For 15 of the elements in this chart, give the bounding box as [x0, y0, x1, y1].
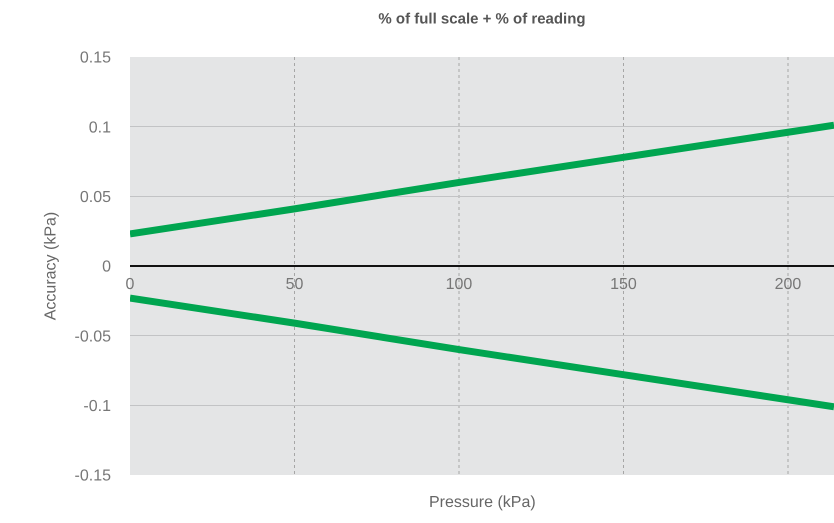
x-axis-title: Pressure (kPa) [429, 494, 536, 511]
y-tick-label: 0 [102, 258, 112, 276]
y-tick-label: 0.1 [88, 119, 112, 136]
y-tick-label: -0.05 [74, 328, 112, 346]
y-tick-label: -0.1 [83, 398, 112, 415]
x-tick-label: 100 [446, 276, 472, 293]
x-tick-label: 50 [286, 276, 304, 293]
y-axis-title: Accuracy (kPa) [42, 212, 60, 320]
chart-title: % of full scale + % of reading [378, 10, 586, 28]
y-tick-label: 0.05 [80, 188, 112, 206]
x-tick-label: 150 [610, 276, 637, 293]
y-tick-label: 0.15 [80, 50, 112, 67]
y-tick-label: -0.15 [74, 468, 112, 485]
x-tick-label: 0 [126, 276, 135, 293]
x-tick-label: 200 [774, 276, 802, 293]
